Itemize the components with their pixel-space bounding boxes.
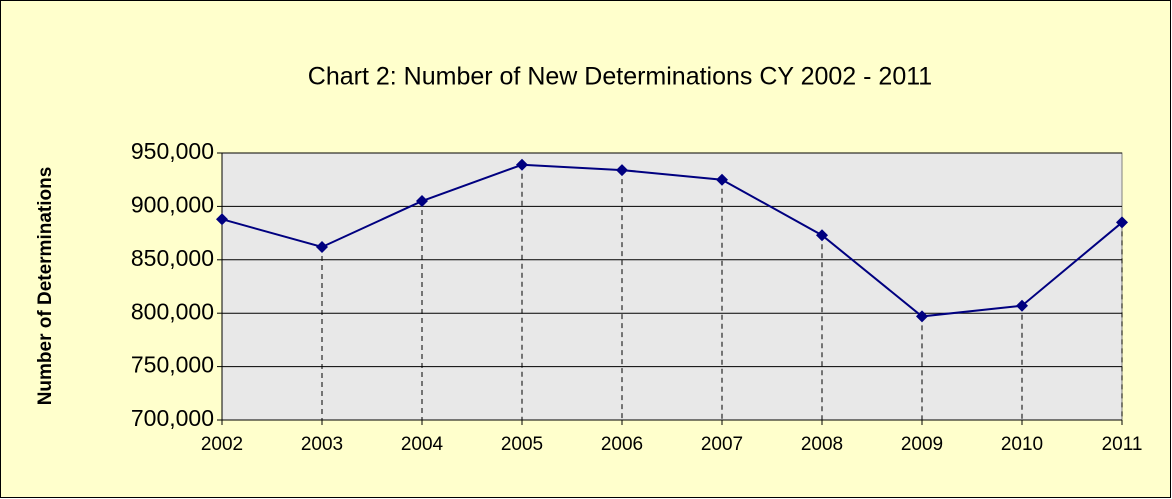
data-point (216, 213, 228, 226)
x-tick-label: 2010 (1001, 434, 1043, 455)
data-point (616, 164, 628, 177)
data-point (1016, 299, 1028, 312)
x-tick-label: 2002 (201, 434, 243, 455)
y-axis-label: Number of Determinations (35, 167, 56, 406)
y-tick-label: 700,000 (131, 405, 214, 431)
x-tick-label: 2004 (401, 434, 444, 455)
x-tick-label: 2011 (1102, 434, 1143, 455)
data-point (916, 310, 928, 323)
data-point (1116, 216, 1128, 229)
x-tick-label: 2006 (601, 434, 643, 455)
y-tick-label: 750,000 (131, 352, 214, 378)
x-tick-label: 2009 (901, 434, 943, 455)
y-tick-label: 900,000 (131, 191, 214, 217)
data-point (716, 173, 728, 186)
x-tick-label: 2007 (701, 434, 743, 455)
x-tick-label: 2008 (801, 434, 843, 455)
x-tick-label: 2005 (501, 434, 543, 455)
y-tick-label: 800,000 (131, 298, 214, 324)
y-tick-label: 950,000 (131, 138, 214, 164)
x-tick-label: 2003 (301, 434, 343, 455)
data-point (416, 195, 428, 208)
plot-area (221, 152, 1123, 421)
series-line (221, 163, 1123, 318)
chart-title: Chart 2: Number of New Determinations CY… (308, 63, 932, 91)
data-point (516, 158, 528, 171)
data-point (316, 240, 328, 253)
data-point (816, 229, 828, 242)
y-tick-label: 850,000 (131, 245, 214, 271)
